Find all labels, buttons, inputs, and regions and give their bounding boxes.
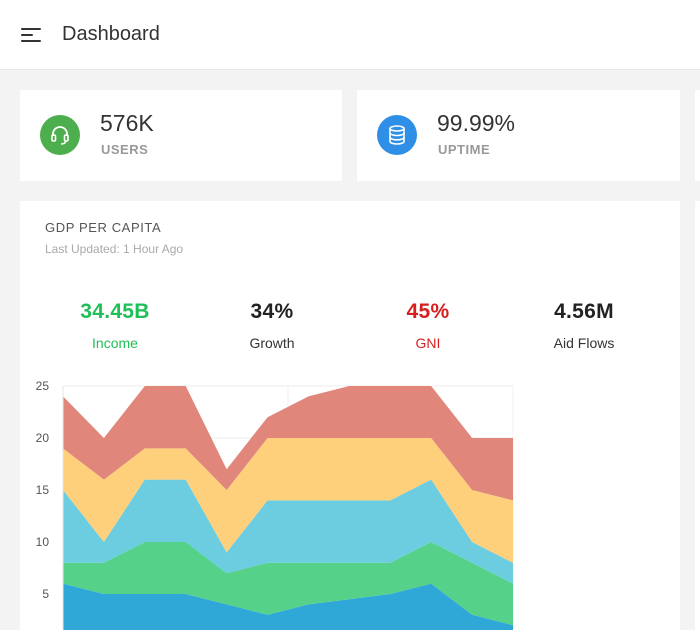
gni-label: GNI	[415, 335, 441, 351]
gdp-area-chart: 5 10 15 20 25	[36, 379, 514, 630]
metric-gni: 45% GNI	[348, 300, 508, 351]
aid-flows-value: 4.56M	[554, 300, 614, 323]
headset-icon	[40, 115, 80, 155]
metric-growth: 34% Growth	[192, 300, 352, 351]
database-icon	[377, 115, 417, 155]
metric-income: 34.45B Income	[35, 300, 195, 351]
income-label: Income	[92, 335, 138, 351]
y-tick-label: 10	[36, 535, 50, 549]
y-tick-label: 15	[36, 483, 50, 497]
gdp-title: GDP PER CAPITA	[45, 220, 162, 235]
y-tick-label: 20	[36, 431, 50, 445]
page-title: Dashboard	[62, 23, 160, 45]
stat-card-users: 576K USERS	[20, 90, 342, 181]
stat-card-uptime: 99.99% UPTIME	[357, 90, 680, 181]
users-value: 576K	[100, 110, 154, 136]
gni-value: 45%	[406, 300, 450, 323]
area-series-4	[63, 438, 513, 563]
area-series-1	[63, 583, 513, 630]
gdp-card-partial	[695, 201, 700, 630]
users-label: USERS	[101, 142, 149, 157]
y-tick-label: 25	[36, 379, 50, 393]
top-bar: Dashboard	[0, 0, 700, 70]
uptime-value: 99.99%	[437, 110, 516, 136]
growth-label: Growth	[249, 335, 295, 351]
growth-value: 34%	[250, 300, 294, 323]
gdp-updated: Last Updated: 1 Hour Ago	[45, 242, 184, 256]
area-series-3	[63, 479, 513, 584]
menu-icon[interactable]	[21, 28, 41, 42]
y-tick-label: 5	[42, 587, 49, 601]
income-value: 34.45B	[80, 300, 150, 323]
stat-card-partial	[695, 90, 700, 181]
metric-aid-flows: 4.56M Aid Flows	[504, 300, 664, 351]
area-series-2	[63, 542, 513, 626]
area-series-5	[63, 386, 513, 501]
aid-flows-label: Aid Flows	[553, 335, 615, 351]
uptime-label: UPTIME	[438, 142, 491, 157]
